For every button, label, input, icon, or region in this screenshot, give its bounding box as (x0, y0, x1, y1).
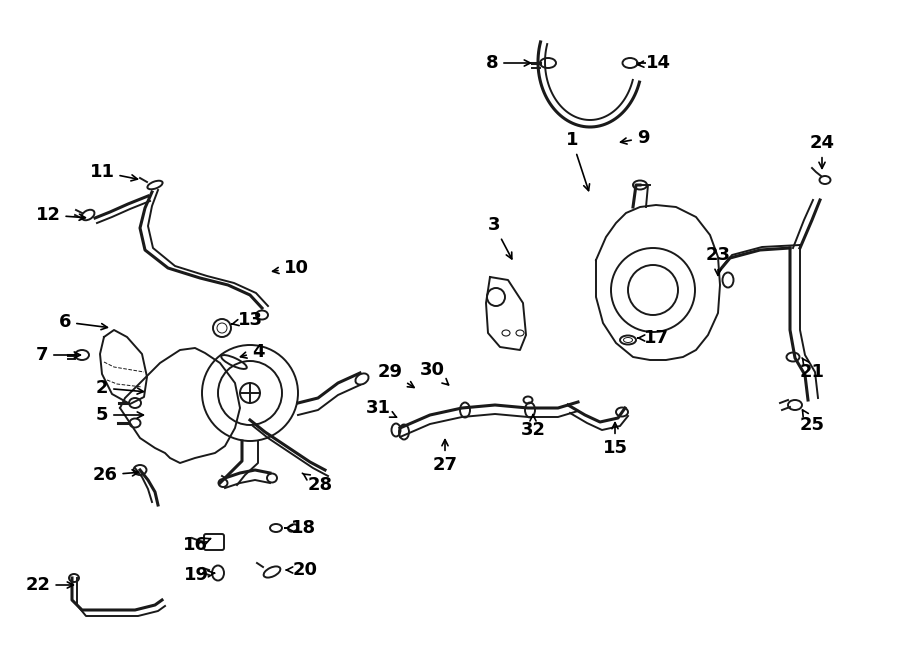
Text: 20: 20 (286, 561, 318, 579)
Text: 13: 13 (232, 311, 263, 329)
Text: 22: 22 (25, 576, 74, 594)
Text: 25: 25 (799, 410, 824, 434)
Text: 27: 27 (433, 440, 457, 474)
Text: 16: 16 (183, 536, 211, 554)
Text: 2: 2 (95, 379, 143, 397)
Text: 29: 29 (377, 363, 414, 387)
Text: 8: 8 (486, 54, 530, 72)
Text: 6: 6 (58, 313, 107, 331)
Text: 17: 17 (638, 329, 669, 347)
Text: 11: 11 (89, 163, 138, 181)
Text: 21: 21 (799, 358, 824, 381)
Text: 1: 1 (566, 131, 590, 191)
Text: 5: 5 (95, 406, 143, 424)
Text: 23: 23 (706, 246, 731, 275)
Text: 4: 4 (240, 343, 265, 361)
Text: 7: 7 (36, 346, 80, 364)
Text: 14: 14 (637, 54, 670, 72)
Text: 31: 31 (365, 399, 397, 417)
Text: 26: 26 (93, 466, 139, 484)
Text: 10: 10 (273, 259, 309, 277)
Text: 28: 28 (302, 473, 333, 494)
Text: 18: 18 (285, 519, 316, 537)
Text: 15: 15 (602, 422, 627, 457)
Text: 30: 30 (419, 361, 448, 385)
Text: 24: 24 (809, 134, 834, 168)
Text: 12: 12 (35, 206, 86, 224)
Text: 19: 19 (184, 566, 214, 584)
Text: 32: 32 (520, 414, 545, 439)
Text: 9: 9 (621, 129, 649, 147)
Text: 3: 3 (488, 216, 512, 259)
